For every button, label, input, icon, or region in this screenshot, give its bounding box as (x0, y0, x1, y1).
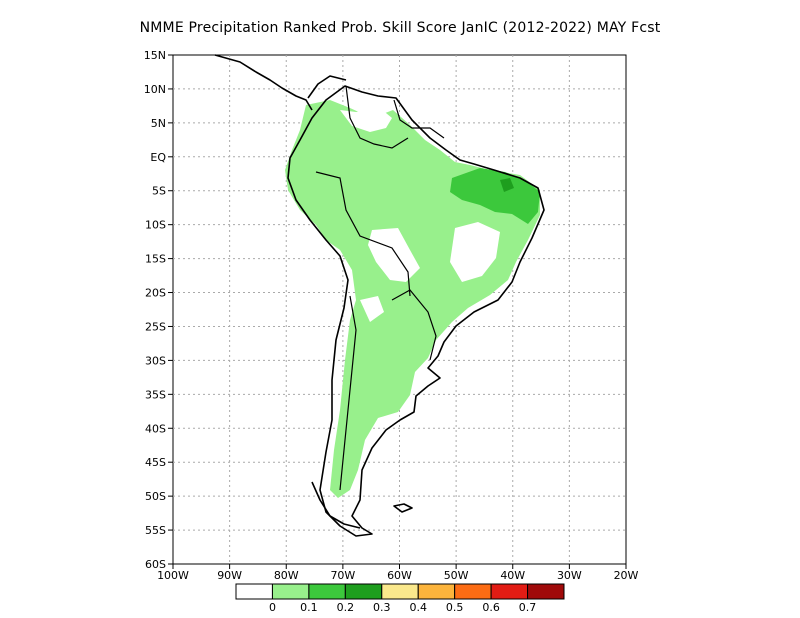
lon-tick-label: 40W (500, 569, 525, 582)
lon-tick-label: 90W (217, 569, 242, 582)
colorbar-label: 0.3 (373, 601, 391, 614)
colorbar-swatch (454, 583, 492, 600)
lat-tick-label: 15S (145, 253, 166, 266)
border-bolivia (391, 289, 437, 361)
colorbar: 0 0.1 0.2 0.3 0.4 0.5 0.6 0.7 (235, 583, 565, 614)
lat-tick-label: 30S (145, 354, 166, 367)
tierra-del-fuego (311, 481, 361, 529)
border-chile (339, 295, 357, 491)
country-borders (315, 85, 445, 491)
lat-tick-label: 15N (144, 49, 166, 62)
lat-tick-label: 10N (144, 83, 166, 96)
lat-tick-label: 45S (145, 456, 166, 469)
coastlines (214, 54, 545, 537)
skill-region-white-amazon (368, 228, 420, 282)
colorbar-swatch (381, 583, 419, 600)
border-north (345, 85, 409, 149)
south-america-outline (287, 85, 545, 537)
colorbar-swatch (271, 583, 310, 600)
lon-tick-label: 80W (274, 569, 299, 582)
lat-tick-label: 35S (145, 388, 166, 401)
border-guianas (393, 99, 445, 139)
lon-tick-label: 30W (557, 569, 582, 582)
caribbean-coast (307, 75, 347, 99)
lat-tick-label: 55S (145, 524, 166, 537)
lon-tick-label: 70W (330, 569, 355, 582)
lon-tick-label: 20W (614, 569, 639, 582)
skill-region-high (500, 178, 514, 192)
colorbar-label: 0.7 (519, 601, 537, 614)
colorbar-swatch (344, 583, 383, 600)
lon-tick-labels: 100W 90W 80W 70W 60W 50W 40W 30W 20W (157, 564, 639, 582)
lon-tick-label: 60W (387, 569, 412, 582)
colorbar-swatch (417, 583, 456, 600)
colorbar-label: 0.1 (300, 601, 318, 614)
lat-tick-label: 10S (145, 219, 166, 232)
lat-tick-label: 60S (145, 558, 166, 571)
lon-tick-label: 100W (157, 569, 189, 582)
lat-tick-label: 50S (145, 490, 166, 503)
lat-tick-labels: 15N 10N 5N EQ 5S 10S 15S 20S 25S 30S 35S 40S 45S 50S 5… (144, 49, 173, 571)
lat-tick-label: 40S (145, 422, 166, 435)
colorbar-swatch (308, 583, 346, 600)
lon-tick-label: 50W (444, 569, 469, 582)
colorbar-label: 0.2 (337, 601, 355, 614)
colorbar-label: 0.5 (446, 601, 464, 614)
lat-tick-label: 25S (145, 320, 166, 333)
map-title: NMME Precipitation Ranked Prob. Skill Sc… (139, 20, 661, 36)
lat-tick-label: 5S (152, 185, 166, 198)
skill-region-white-central (450, 222, 500, 282)
skill-region-white-north (340, 108, 392, 132)
colorbar-swatch (235, 583, 273, 600)
colorbar-swatch (490, 583, 529, 600)
central-america-outline (214, 54, 313, 111)
colorbar-label: 0.4 (409, 601, 427, 614)
colorbar-label: 0 (269, 601, 276, 614)
lat-tick-label: 20S (145, 287, 166, 300)
lat-tick-label: EQ (150, 151, 166, 164)
falkland-islands (393, 503, 413, 513)
lat-tick-label: 5N (151, 117, 166, 130)
skill-region-mid (450, 168, 540, 224)
border-amazon (315, 171, 411, 297)
skill-region-white-south (360, 296, 384, 322)
colorbar-label: 0.6 (482, 601, 500, 614)
colorbar-swatch (527, 583, 565, 600)
